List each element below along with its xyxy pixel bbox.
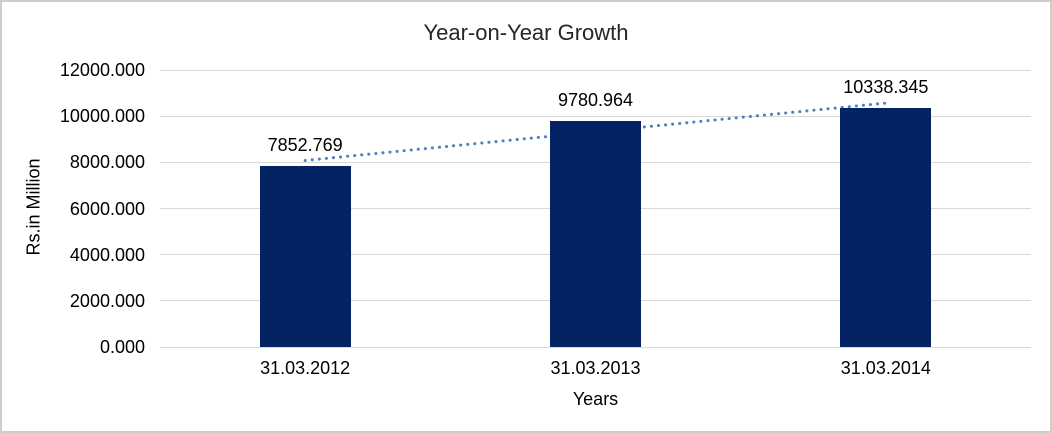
x-axis-tick-label: 31.03.2013: [550, 358, 641, 378]
data-label: 7852.769: [267, 134, 343, 155]
y-axis-tick-label: 0.000: [99, 337, 145, 357]
y-axis-tick-label: 8000.000: [69, 152, 145, 173]
y-axis-tick-label: 4000.000: [69, 244, 145, 265]
data-label: 9780.964: [557, 90, 634, 111]
x-axis-tick-label: 31.03.2012: [260, 358, 351, 378]
y-axis-tick-label: 10000.000: [59, 106, 145, 127]
gridline: [160, 346, 1031, 348]
bar-31.03.2013: [550, 121, 641, 347]
y-axis-tick-label: 6000.000: [69, 198, 145, 219]
x-axis-title: Years: [572, 389, 619, 409]
gridline: [160, 69, 1031, 71]
bar-31.03.2014: [840, 108, 932, 347]
chart-title: Year-on-Year Growth: [423, 20, 629, 45]
data-label: 10338.345: [843, 77, 929, 98]
y-axis-tick-label: 2000.000: [69, 290, 145, 311]
y-axis-tick-label: 12000.000: [59, 60, 145, 80]
bar-31.03.2012: [259, 165, 351, 347]
gridline: [160, 115, 1031, 117]
x-axis-tick-label: 31.03.2014: [840, 358, 931, 378]
